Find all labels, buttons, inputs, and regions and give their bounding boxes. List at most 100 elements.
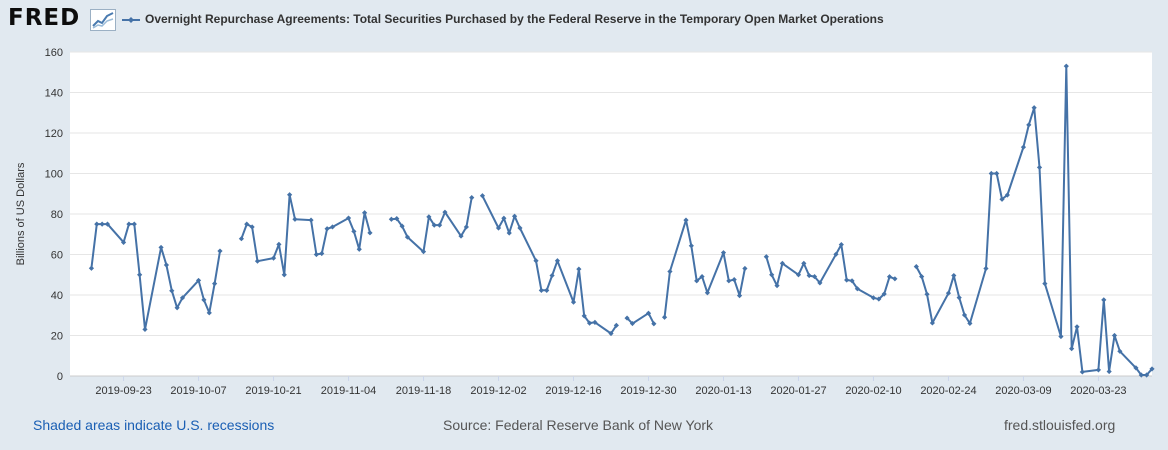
site-link[interactable]: fred.stlouisfed.org [1004,417,1116,433]
data-point[interactable] [99,221,105,227]
data-point[interactable] [1063,63,1069,69]
data-point[interactable] [1031,105,1037,111]
data-point[interactable] [329,224,336,230]
data-point[interactable] [1004,192,1010,198]
recession-note[interactable]: Shaded areas indicate U.S. recessions [33,417,275,433]
data-point[interactable] [774,283,780,289]
data-point[interactable] [688,243,694,249]
data-point[interactable] [238,236,245,242]
data-point[interactable] [469,194,475,201]
data-point[interactable] [495,225,502,231]
data-point[interactable] [817,280,823,286]
data-point[interactable] [201,297,207,303]
data-point[interactable] [742,265,748,272]
data-point[interactable] [308,217,314,223]
data-point[interactable] [919,273,925,280]
data-point[interactable] [886,274,893,280]
data-point[interactable] [929,320,935,326]
data-point[interactable] [876,296,882,302]
data-point[interactable] [212,281,218,287]
data-point[interactable] [1042,281,1048,287]
data-point[interactable] [608,330,614,337]
data-point[interactable] [683,217,689,223]
data-point[interactable] [694,278,700,284]
data-point[interactable] [426,214,432,220]
data-point[interactable] [1138,372,1144,378]
data-point[interactable] [806,272,812,279]
data-point[interactable] [538,287,544,293]
data-point[interactable] [720,250,727,256]
data-point[interactable] [811,273,818,280]
data-point[interactable] [581,313,587,319]
data-point[interactable] [511,213,518,219]
data-point[interactable] [945,290,952,296]
data-point[interactable] [442,209,448,215]
data-point[interactable] [795,272,802,278]
data-point[interactable] [924,291,930,297]
data-point[interactable] [645,310,652,316]
data-point[interactable] [554,258,561,264]
data-point[interactable] [833,251,839,257]
data-point[interactable] [892,276,898,282]
data-point[interactable] [533,258,539,264]
data-point[interactable] [726,278,732,284]
data-point[interactable] [506,230,512,236]
data-point[interactable] [731,277,737,283]
data-point[interactable] [549,272,555,279]
data-point[interactable] [163,262,170,268]
data-point[interactable] [431,222,437,228]
data-point[interactable] [394,216,400,222]
data-point[interactable] [195,277,202,284]
data-point[interactable] [769,272,775,278]
data-point[interactable] [651,321,657,327]
data-point[interactable] [667,268,673,275]
data-point[interactable] [661,314,668,320]
data-point[interactable] [1149,366,1155,372]
data-point[interactable] [388,216,394,222]
data-point[interactable] [276,241,282,247]
data-point[interactable] [356,246,362,252]
data-point[interactable] [169,288,175,294]
data-point[interactable] [206,310,212,316]
data-point[interactable] [988,170,994,177]
data-point[interactable] [345,215,352,221]
data-point[interactable] [983,265,989,272]
data-point[interactable] [994,170,1000,177]
data-point[interactable] [967,320,973,326]
data-point[interactable] [254,258,261,264]
data-point[interactable] [281,272,287,278]
data-point[interactable] [736,293,743,299]
data-point[interactable] [913,264,919,270]
data-point[interactable] [586,320,593,326]
data-point[interactable] [1074,324,1080,330]
data-point[interactable] [126,221,132,227]
data-point[interactable] [570,299,577,305]
data-point[interactable] [142,326,148,333]
data-point[interactable] [699,273,705,280]
data-point[interactable] [479,193,486,199]
data-point[interactable] [1095,367,1102,373]
data-point[interactable] [624,315,630,321]
data-point[interactable] [1111,332,1118,339]
data-point[interactable] [1079,369,1085,375]
data-point[interactable] [801,260,807,267]
data-point[interactable] [501,215,507,221]
data-point[interactable] [576,266,582,272]
data-point[interactable] [704,290,711,296]
data-point[interactable] [131,221,137,227]
data-point[interactable] [158,244,164,251]
data-point[interactable] [313,251,319,258]
fred-logo[interactable]: FRED [8,5,80,31]
data-point[interactable] [1069,346,1075,352]
data-point[interactable] [956,295,962,301]
data-point[interactable] [249,224,255,230]
data-point[interactable] [999,196,1005,202]
data-point[interactable] [319,250,325,257]
data-point[interactable] [244,221,250,227]
data-point[interactable] [1020,144,1027,150]
data-point[interactable] [362,210,368,216]
data-point[interactable] [1101,297,1107,303]
data-point[interactable] [849,278,855,284]
data-point[interactable] [94,221,100,227]
data-point[interactable] [217,248,223,254]
